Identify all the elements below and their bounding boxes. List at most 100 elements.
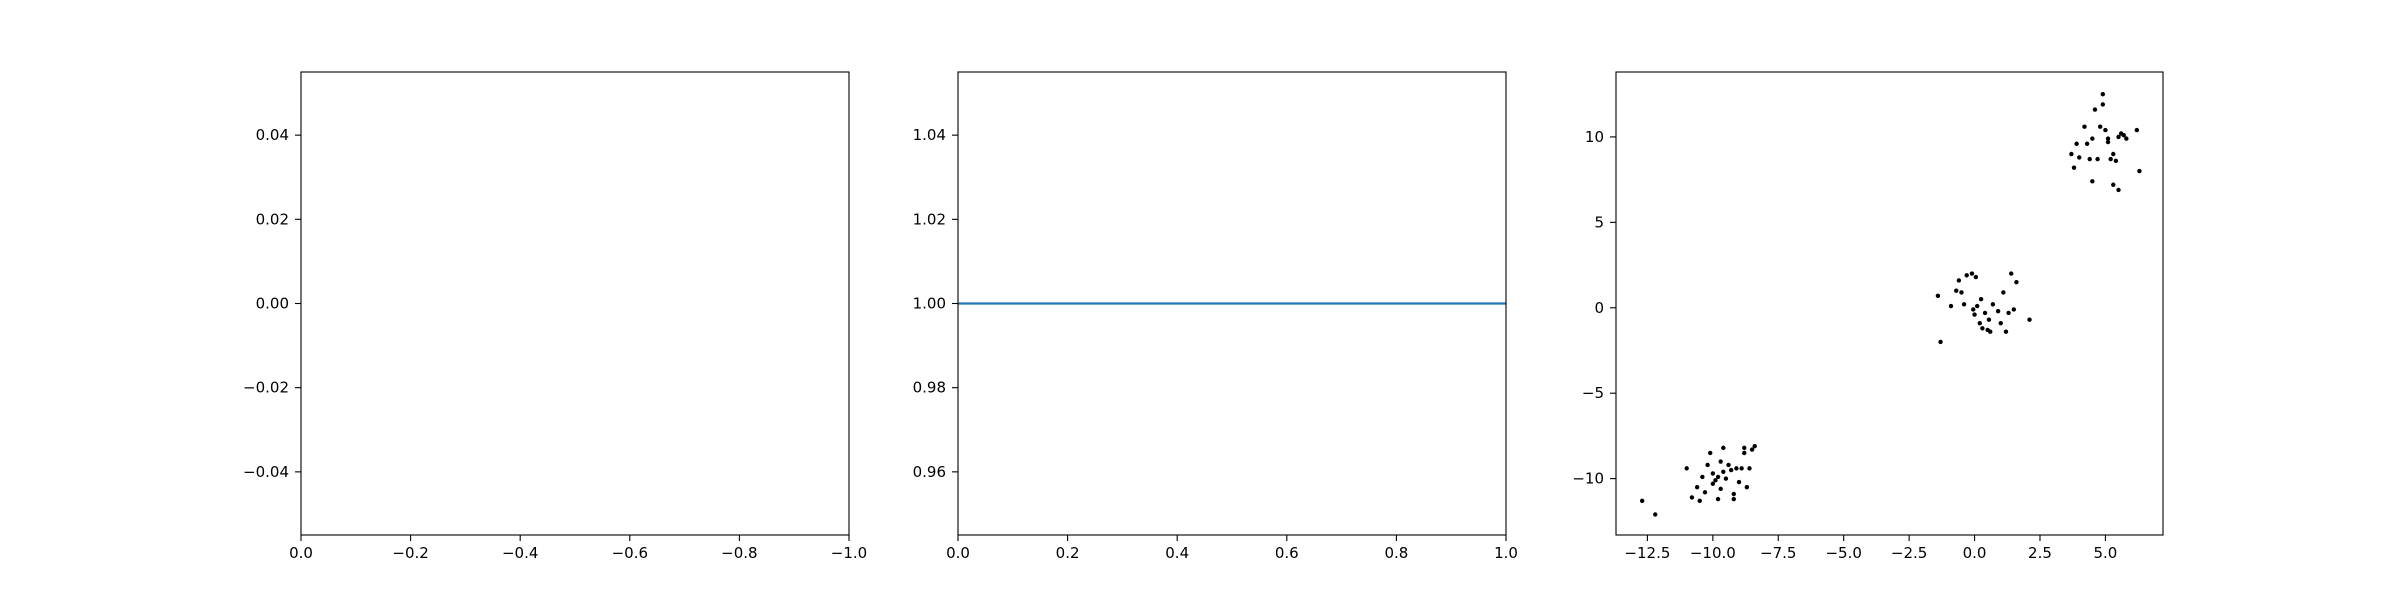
scatter-plot-panel: −12.5 −10.0 −7.5 −5.0 −2.5 0.0 2.5 5.0 −10 −5 0 5 10 bbox=[1572, 71, 2164, 562]
x-tick-label: 0.8 bbox=[1384, 544, 1408, 562]
y-tick-label: 0 bbox=[1594, 299, 1604, 317]
scatter-point bbox=[1742, 445, 1747, 451]
y-tick-label: −10 bbox=[1572, 470, 1604, 488]
scatter-point bbox=[1705, 462, 1710, 468]
y-tick-label: 1.00 bbox=[913, 295, 946, 313]
scatter-point bbox=[1718, 459, 1723, 464]
plot-area bbox=[1639, 92, 2142, 517]
scatter-point bbox=[2071, 165, 2077, 170]
scatter-point bbox=[2105, 139, 2111, 145]
scatter-point bbox=[2095, 156, 2100, 162]
x-tick-label: 1.0 bbox=[1494, 544, 1518, 562]
y-tick-label: 5 bbox=[1594, 213, 1604, 231]
scatter-point bbox=[2006, 310, 2011, 316]
scatter-point bbox=[1721, 469, 1726, 474]
scatter-point bbox=[1935, 293, 1941, 299]
scatter-point bbox=[1736, 479, 1742, 485]
x-tick-label: −5.0 bbox=[1825, 544, 1861, 562]
x-tick-label: 0.2 bbox=[1056, 544, 1080, 562]
scatter-point bbox=[1684, 466, 1689, 471]
y-tick-label: −5 bbox=[1582, 384, 1604, 402]
scatter-point bbox=[1715, 496, 1721, 502]
x-tick-label: −1.0 bbox=[831, 544, 867, 562]
scatter-point bbox=[2074, 141, 2079, 146]
scatter-point bbox=[1715, 474, 1721, 480]
y-tick-label: 0.02 bbox=[256, 210, 289, 228]
empty-line-plot-panel: 0.0 −0.2 −0.4 −0.6 −0.8 −1.0 −0.04 −0.02 0.00 0.0… bbox=[243, 71, 867, 562]
x-tick-label: −0.6 bbox=[612, 544, 648, 562]
scatter-point bbox=[2001, 290, 2006, 295]
scatter-point bbox=[2014, 279, 2019, 285]
scatter-point bbox=[1721, 445, 1726, 451]
y-tick-label: 1.02 bbox=[913, 210, 946, 228]
y-tick-label: 0.96 bbox=[913, 463, 946, 481]
scatter-point bbox=[2003, 329, 2009, 334]
scatter-point bbox=[1977, 320, 1982, 326]
scatter-point bbox=[1990, 302, 1996, 307]
y-tick-label: 0.00 bbox=[256, 295, 289, 313]
x-tick-label: −12.5 bbox=[1624, 544, 1670, 562]
x-tick-label: 0.4 bbox=[1165, 544, 1189, 562]
scatter-point bbox=[1710, 471, 1716, 476]
scatter-point bbox=[1710, 481, 1716, 486]
scatter-point bbox=[1731, 496, 1736, 502]
scatter-point bbox=[1954, 288, 1959, 293]
scatter-point bbox=[1972, 312, 1977, 317]
y-tick-label: 1.04 bbox=[913, 126, 946, 144]
scatter-point bbox=[1978, 297, 1984, 302]
x-tick-label: 2.5 bbox=[2028, 544, 2052, 562]
scatter-point bbox=[1961, 302, 1967, 307]
scatter-point bbox=[2097, 124, 2103, 129]
scatter-point bbox=[1956, 278, 1962, 283]
scatter-point bbox=[2100, 102, 2105, 107]
y-tick-label: 0.98 bbox=[913, 379, 946, 397]
x-tick-label: 0.0 bbox=[1963, 544, 1987, 562]
x-tick-label: −0.8 bbox=[721, 544, 757, 562]
x-tick-label: 0.0 bbox=[946, 544, 970, 562]
scatter-point bbox=[2103, 127, 2108, 133]
scatter-point bbox=[1653, 512, 1658, 517]
scatter-point bbox=[2090, 136, 2095, 141]
scatter-point bbox=[2111, 182, 2116, 187]
axes-frame bbox=[300, 71, 850, 536]
scatter-point bbox=[2092, 107, 2098, 112]
scatter-point bbox=[1747, 466, 1752, 471]
scatter-point bbox=[2111, 151, 2116, 157]
scatter-point bbox=[2108, 156, 2113, 162]
scatter-point bbox=[1971, 307, 1976, 312]
scatter-point bbox=[2082, 124, 2087, 129]
scatter-point bbox=[1938, 339, 1943, 345]
scatter-point bbox=[2113, 158, 2119, 164]
scatter-point bbox=[1697, 498, 1702, 504]
constant-line-plot-panel: 0.0 0.2 0.4 0.6 0.8 1.0 0.96 0.98 1.00 1.02 1.04 bbox=[913, 71, 1518, 562]
scatter-point bbox=[1739, 466, 1744, 471]
scatter-point bbox=[2027, 317, 2032, 322]
scatter-point bbox=[2084, 141, 2090, 146]
y-tick-label: 10 bbox=[1585, 128, 1604, 146]
x-tick-label: 0.6 bbox=[1275, 544, 1299, 562]
scatter-point bbox=[1708, 450, 1713, 456]
scatter-point bbox=[2077, 155, 2082, 160]
x-tick-label: −7.5 bbox=[1760, 544, 1796, 562]
scatter-point bbox=[1726, 462, 1731, 468]
scatter-point bbox=[1998, 320, 2003, 326]
x-tick-label: 5.0 bbox=[2093, 544, 2117, 562]
scatter-point bbox=[2121, 133, 2126, 138]
scatter-point bbox=[1718, 486, 1723, 492]
x-tick-label: −10.0 bbox=[1690, 544, 1736, 562]
scatter-point bbox=[1728, 467, 1734, 473]
axes-frame bbox=[1615, 71, 2164, 536]
scatter-point bbox=[1749, 447, 1755, 452]
scatter-point bbox=[1959, 290, 1964, 295]
scatter-point bbox=[2105, 136, 2111, 141]
x-tick-label: −2.5 bbox=[1891, 544, 1927, 562]
scatter-point bbox=[2011, 307, 2017, 312]
scatter-point bbox=[1731, 491, 1736, 497]
scatter-point bbox=[1639, 498, 1645, 504]
y-tick-label: −0.02 bbox=[243, 379, 289, 397]
scatter-point bbox=[1980, 326, 1985, 331]
x-tick-label: 0.0 bbox=[289, 544, 313, 562]
x-tick-label: −0.2 bbox=[392, 544, 428, 562]
scatter-point bbox=[2137, 168, 2142, 174]
